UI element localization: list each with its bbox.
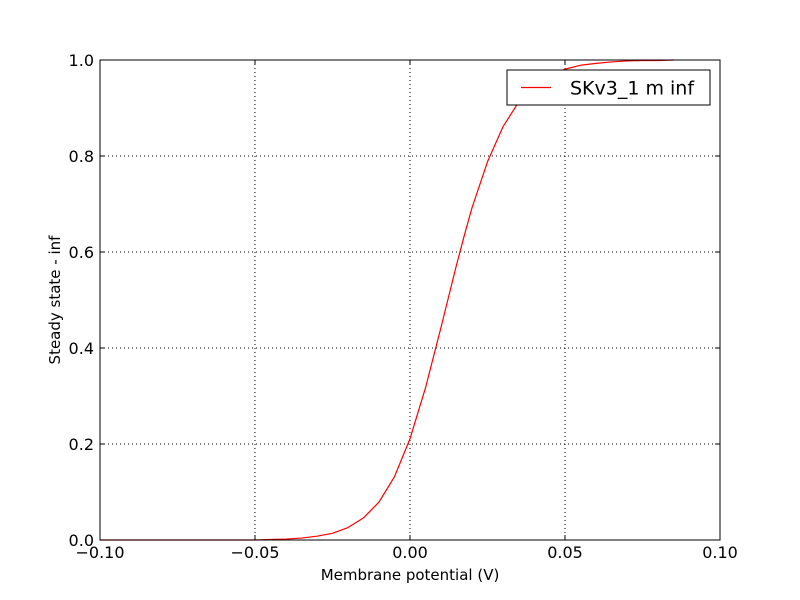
- y-tick-label: 0.0: [69, 531, 94, 550]
- x-tick-label: −0.05: [230, 543, 279, 562]
- x-tick-label: 0.10: [702, 543, 738, 562]
- legend: SKv3_1 m inf: [507, 70, 710, 105]
- x-tick-label: 0.05: [547, 543, 583, 562]
- x-axis-label: Membrane potential (V): [321, 566, 500, 584]
- y-axis-label: Steady state - inf: [46, 235, 64, 365]
- y-tick-label: 0.6: [69, 243, 94, 262]
- y-tick-label: 0.2: [69, 435, 94, 454]
- legend-label: SKv3_1 m inf: [570, 78, 695, 100]
- y-tick-label: 0.8: [69, 147, 94, 166]
- y-tick-label: 0.4: [69, 339, 94, 358]
- y-tick-label: 1.0: [69, 51, 94, 70]
- x-tick-label: 0.00: [392, 543, 428, 562]
